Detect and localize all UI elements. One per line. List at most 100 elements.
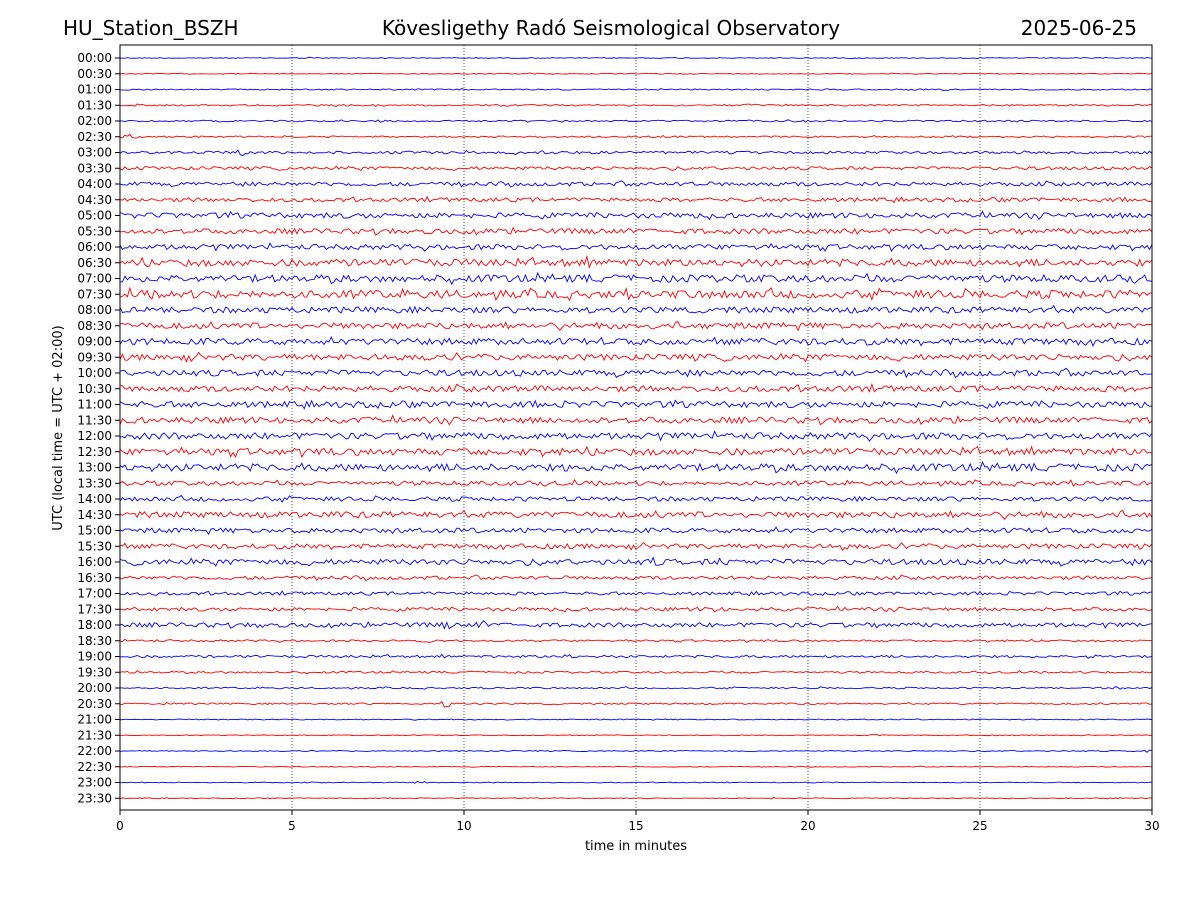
row-label: 18:00 — [77, 618, 112, 632]
x-axis-ticks: 0 5 10 15 20 25 30 — [116, 810, 1160, 833]
row-label: 03:30 — [77, 161, 112, 175]
trace-0500 — [119, 210, 1153, 221]
row-label: 00:30 — [77, 67, 112, 81]
trace-1300 — [119, 460, 1153, 475]
trace-1030 — [119, 382, 1153, 393]
x-tick-label: 0 — [116, 819, 124, 833]
x-tick-label: 15 — [628, 819, 643, 833]
trace-1430 — [119, 509, 1153, 520]
trace-1900 — [119, 653, 1153, 659]
trace-1230 — [119, 445, 1153, 459]
row-label: 04:30 — [77, 193, 112, 207]
trace-0400 — [119, 180, 1153, 188]
trace-1630 — [119, 574, 1153, 582]
trace-0830 — [119, 320, 1153, 332]
row-label: 08:30 — [77, 319, 112, 333]
row-label: 17:30 — [77, 602, 112, 616]
trace-2130 — [119, 733, 1153, 737]
trace-1330 — [119, 478, 1153, 488]
trace-0430 — [119, 195, 1152, 204]
row-label: 15:30 — [77, 539, 112, 553]
chart-date: 2025-06-25 — [1021, 16, 1137, 40]
trace-2100 — [119, 718, 1153, 721]
row-label: 07:00 — [77, 272, 112, 286]
trace-2330 — [119, 797, 1153, 800]
trace-2200 — [119, 749, 1153, 753]
trace-0000 — [119, 56, 1153, 60]
vertical-gridlines — [291, 45, 981, 810]
trace-1500 — [119, 526, 1153, 536]
trace-0200 — [119, 119, 1153, 123]
plot-frame — [119, 44, 1153, 811]
row-label: 01:30 — [77, 98, 112, 112]
trace-0930 — [119, 351, 1153, 363]
row-label: 12:00 — [77, 429, 112, 443]
trace-2030 — [119, 700, 1153, 708]
row-label: 22:30 — [77, 760, 112, 774]
x-tick-label: 20 — [800, 819, 815, 833]
trace-1530 — [119, 541, 1153, 552]
trace-1200 — [119, 430, 1153, 442]
trace-0800 — [119, 304, 1153, 315]
row-label: 21:00 — [77, 713, 112, 727]
row-label: 21:30 — [77, 728, 112, 742]
row-label: 22:00 — [77, 744, 112, 758]
trace-1000 — [119, 367, 1153, 379]
trace-1400 — [119, 494, 1153, 503]
row-label: 23:30 — [77, 791, 112, 805]
row-label: 08:00 — [77, 303, 112, 317]
trace-1700 — [119, 590, 1153, 597]
x-axis-label: time in minutes — [585, 839, 687, 854]
row-label: 13:30 — [77, 476, 112, 490]
trace-2000 — [119, 686, 1153, 690]
trace-0330 — [119, 165, 1153, 172]
trace-1800 — [119, 620, 1153, 630]
trace-0900 — [119, 336, 1153, 347]
x-tick-label: 25 — [972, 819, 987, 833]
trace-0300 — [119, 149, 1153, 157]
row-label: 19:00 — [77, 650, 112, 664]
trace-0700 — [119, 271, 1153, 286]
row-label: 06:30 — [77, 256, 112, 270]
row-label: 02:00 — [77, 114, 112, 128]
trace-0030 — [119, 72, 1153, 75]
trace-2300 — [119, 780, 1153, 784]
row-label: 14:00 — [77, 492, 112, 506]
row-label: 05:30 — [77, 224, 112, 238]
trace-1600 — [119, 556, 1153, 567]
row-label: 20:00 — [77, 681, 112, 695]
row-label: 04:00 — [77, 177, 112, 191]
row-label: 11:00 — [77, 398, 112, 412]
observatory-title: Kövesligethy Radó Seismological Observat… — [382, 16, 840, 40]
row-label: 09:00 — [77, 335, 112, 349]
row-label: 23:00 — [77, 776, 112, 790]
row-label: 10:30 — [77, 382, 112, 396]
row-label: 09:30 — [77, 350, 112, 364]
x-tick-label: 5 — [288, 819, 296, 833]
trace-0730 — [119, 286, 1153, 302]
trace-0130 — [119, 103, 1153, 108]
row-label: 18:30 — [77, 634, 112, 648]
trace-1830 — [119, 638, 1153, 643]
row-label: 00:00 — [77, 51, 112, 65]
row-label: 12:30 — [77, 445, 112, 459]
row-label: 02:30 — [77, 130, 112, 144]
trace-0630 — [119, 254, 1153, 269]
trace-1130 — [119, 414, 1153, 426]
row-label: 06:00 — [77, 240, 112, 254]
row-label: 03:00 — [77, 146, 112, 160]
row-label: 07:30 — [77, 287, 112, 301]
y-axis-label: UTC (local time = UTC + 02:00) — [51, 325, 66, 530]
trace-0100 — [119, 88, 1153, 92]
trace-0600 — [119, 242, 1153, 252]
row-label: 05:00 — [77, 209, 112, 223]
trace-0530 — [119, 226, 1153, 236]
seismic-traces — [119, 56, 1153, 800]
row-label: 17:00 — [77, 587, 112, 601]
x-tick-label: 30 — [1144, 819, 1159, 833]
station-name: HU_Station_BSZH — [63, 16, 239, 40]
row-label: 19:30 — [77, 665, 112, 679]
